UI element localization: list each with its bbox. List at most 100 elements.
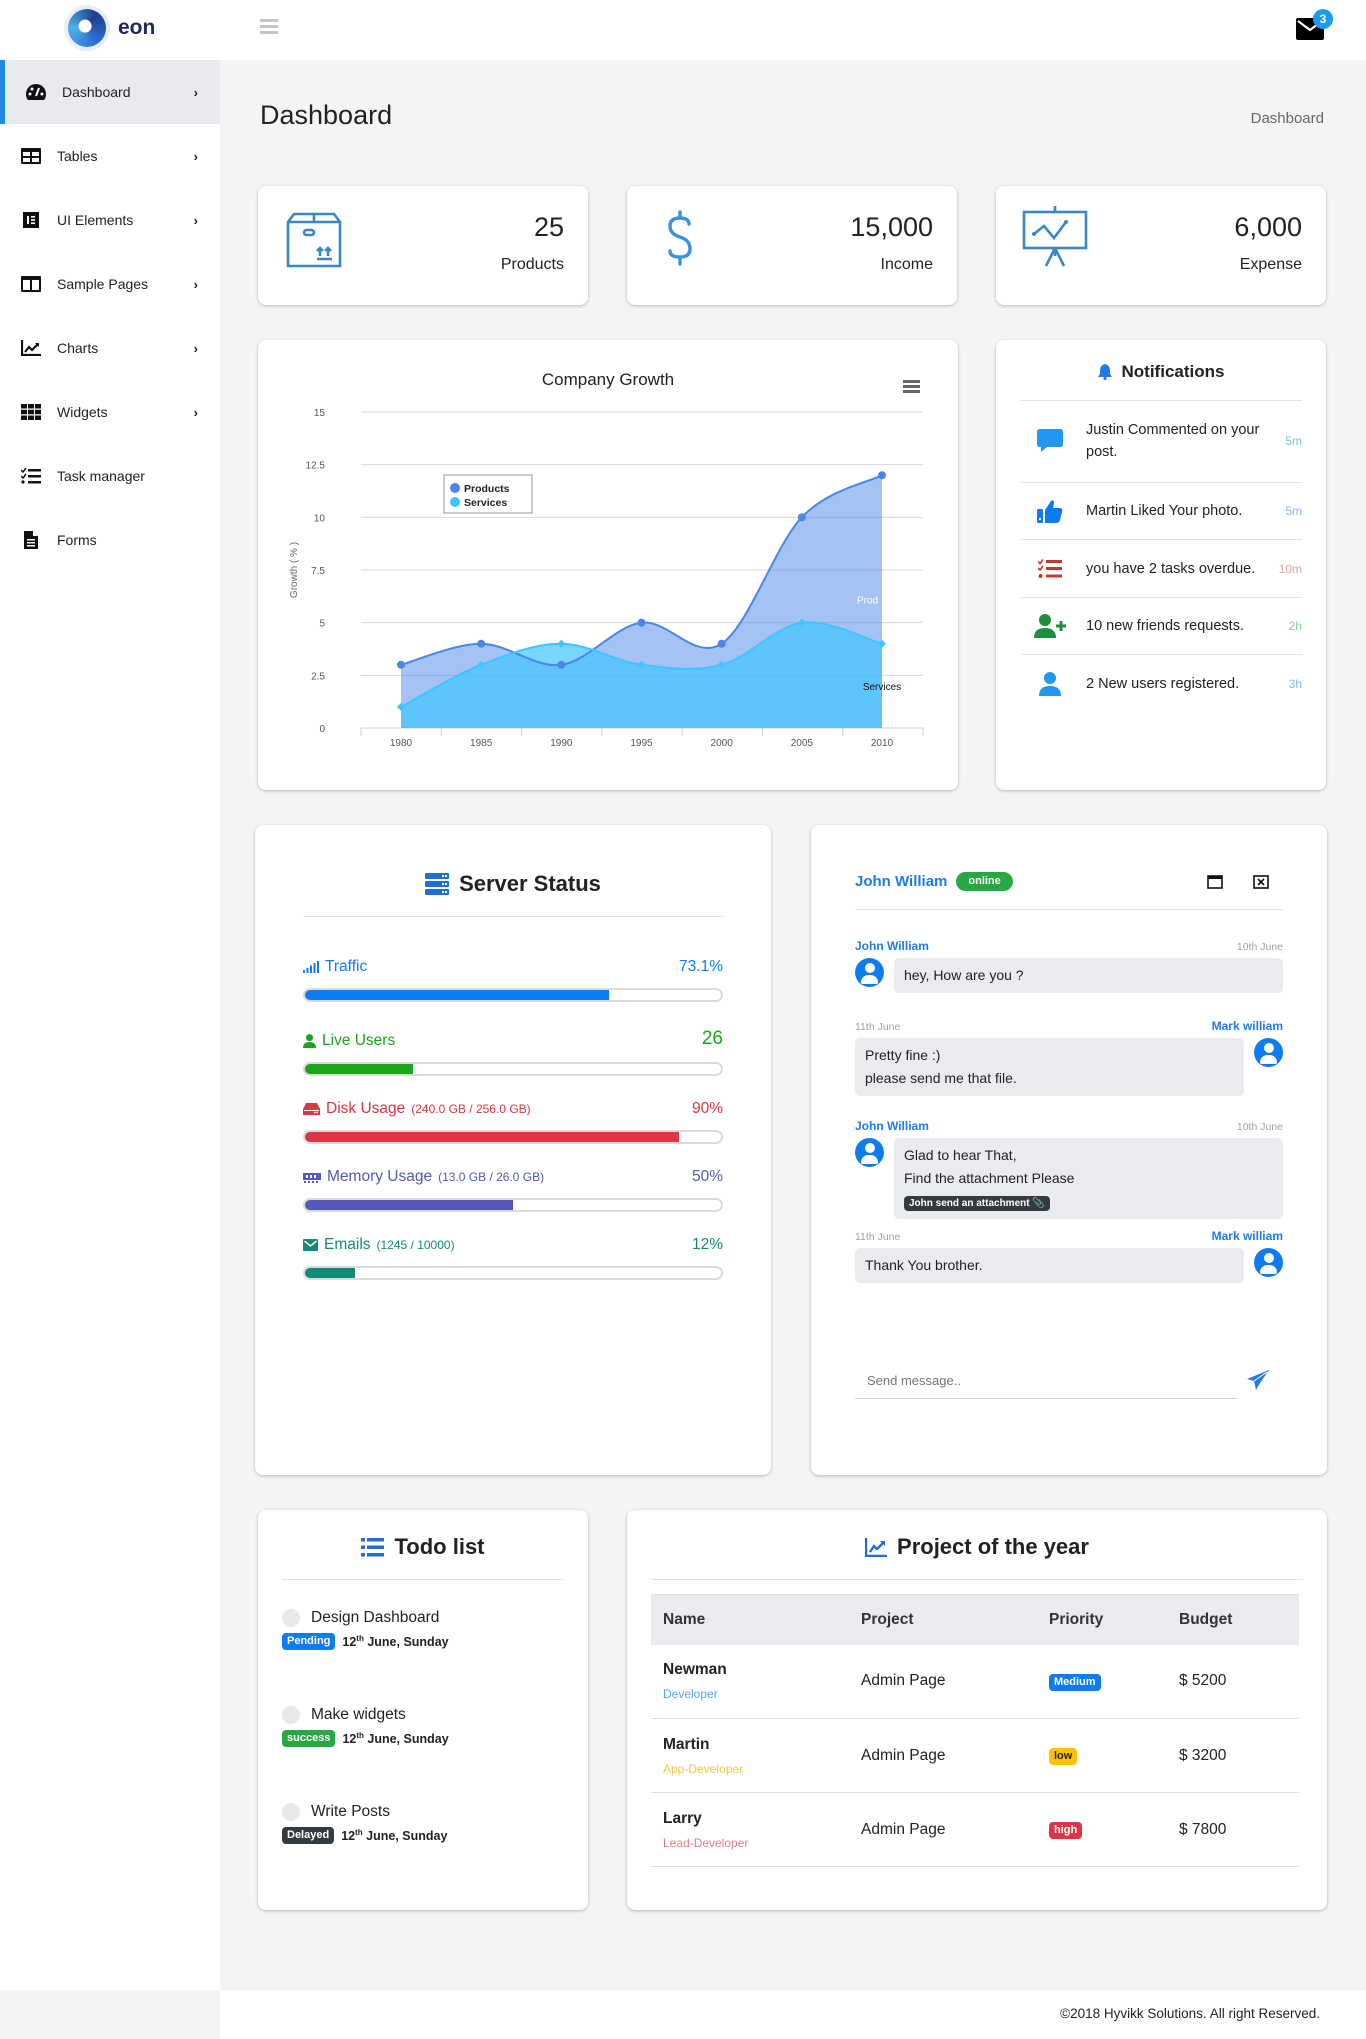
- todo-list-card: Todo list Design Dashboard Pending 12th …: [258, 1510, 588, 1910]
- server-metric: Emails (1245 / 10000) 12%: [303, 1236, 723, 1280]
- columns-icon: [20, 275, 42, 293]
- notification-item[interactable]: Martin Liked Your photo. 5m: [1020, 483, 1302, 540]
- avatar: [855, 1138, 884, 1167]
- divider: [303, 916, 723, 917]
- presentation-chart-icon: [1022, 206, 1088, 273]
- sidebar-item-label: Task manager: [57, 468, 145, 484]
- mail-button[interactable]: 3: [1296, 9, 1333, 45]
- notifications-header: Notifications: [996, 362, 1326, 382]
- person-name: Newman: [663, 1661, 727, 1679]
- project-name: Admin Page: [849, 1792, 1037, 1867]
- table-row[interactable]: Martin App-Developer Admin Page low $ 320…: [651, 1718, 1299, 1793]
- chart-line-icon: [865, 1537, 888, 1557]
- x-tick-label: 1985: [470, 738, 493, 749]
- metric-detail: (1245 / 10000): [376, 1238, 455, 1252]
- progress-bar: [303, 1062, 723, 1076]
- sidebar-item-dashboard[interactable]: Dashboard ›: [0, 60, 220, 124]
- todo-date: 12th June, Sunday: [342, 1633, 449, 1650]
- todo-date: 12th June, Sunday: [341, 1827, 448, 1844]
- chart-menu-button[interactable]: [903, 380, 920, 393]
- dollar-icon: [665, 210, 695, 271]
- user-plus-icon: [1020, 614, 1080, 638]
- send-icon[interactable]: [1247, 1370, 1269, 1390]
- progress-fill: [305, 1064, 414, 1074]
- sidebar-item-widgets[interactable]: Widgets ›: [0, 380, 220, 444]
- sidebar-item-label: Charts: [57, 340, 99, 356]
- notification-time: 10m: [1278, 561, 1302, 576]
- notification-item[interactable]: you have 2 tasks overdue. 10m: [1020, 540, 1302, 598]
- bell-icon: [1097, 364, 1112, 380]
- sidebar-item-tables[interactable]: Tables ›: [0, 124, 220, 188]
- chat-message: John William 10th June hey, How are you …: [855, 939, 1283, 993]
- sidebar-item-label: Forms: [57, 532, 97, 548]
- chevron-right-icon: ›: [193, 404, 198, 420]
- budget-value: $ 5200: [1167, 1644, 1299, 1719]
- stat-label: Expense: [1239, 256, 1302, 273]
- todo-checkbox[interactable]: [282, 1803, 300, 1821]
- chat-message: Mark william 11th June Thank You brother…: [855, 1229, 1283, 1283]
- dashboard-icon: [25, 83, 47, 101]
- server-status-header: Server Status: [255, 871, 771, 897]
- todo-title: Design Dashboard: [311, 1609, 440, 1626]
- sidebar-item-label: Widgets: [57, 404, 108, 420]
- breadcrumb[interactable]: Dashboard: [1250, 110, 1324, 127]
- list-icon: [361, 1537, 385, 1556]
- column-header: Priority: [1037, 1594, 1167, 1645]
- progress-bar: [303, 1130, 723, 1144]
- message-line: Find the attachment Please: [904, 1170, 1075, 1186]
- table-row[interactable]: Newman Developer Admin Page Medium $ 5200: [651, 1644, 1299, 1719]
- x-tick-label: 1995: [630, 738, 653, 749]
- sidebar-toggle-button[interactable]: [260, 19, 278, 34]
- chat-message: John William 10th June Glad to hear That…: [855, 1119, 1283, 1219]
- svg-text:Products: Products: [464, 483, 510, 495]
- divider: [651, 1579, 1303, 1580]
- brand-logo[interactable]: eon: [68, 9, 155, 47]
- chat-message: Mark william 11th June Pretty fine :) ple…: [855, 1019, 1283, 1096]
- table-icon: [20, 147, 42, 165]
- chat-message-input[interactable]: [855, 1363, 1237, 1399]
- todo-title: Write Posts: [311, 1803, 390, 1820]
- sidebar-item-label: Sample Pages: [57, 276, 149, 292]
- notifications-title: Notifications: [1121, 362, 1225, 381]
- table-row[interactable]: Larry Lead-Developer Admin Page high $ 78…: [651, 1792, 1299, 1867]
- box-icon: [286, 212, 342, 273]
- series-area-services: [401, 622, 882, 728]
- area-chart: 0 2.5 5 7.5 10 12.5 15 1980 1985 1990 1995 2000 2005…: [289, 408, 924, 749]
- todo-title: Todo list: [394, 1534, 485, 1559]
- message-sender[interactable]: Mark william: [1211, 1019, 1283, 1033]
- message-date: 11th June: [855, 1231, 901, 1243]
- message-sender[interactable]: Mark william: [1211, 1229, 1283, 1243]
- status-badge: Delayed: [282, 1827, 335, 1844]
- message-sender[interactable]: John William: [855, 1119, 929, 1133]
- metric-detail: (240.0 GB / 256.0 GB): [411, 1102, 531, 1116]
- sidebar-item-sample-pages[interactable]: Sample Pages ›: [0, 252, 220, 316]
- stat-card-expense: 6,000 Expense: [996, 186, 1326, 305]
- maximize-icon[interactable]: [1207, 875, 1223, 889]
- todo-item: Make widgets success 12th June, Sunday: [282, 1706, 449, 1747]
- server-metric: Memory Usage (13.0 GB / 26.0 GB) 50%: [303, 1168, 723, 1212]
- sidebar-item-task-manager[interactable]: Task manager: [0, 444, 220, 508]
- progress-fill: [305, 1268, 355, 1278]
- chat-contact-name[interactable]: John William: [855, 873, 948, 890]
- sidebar-item-label: Tables: [57, 148, 98, 164]
- avatar: [855, 958, 884, 987]
- sidebar-item-charts[interactable]: Charts ›: [0, 316, 220, 380]
- chevron-right-icon: ›: [193, 84, 198, 100]
- notification-item[interactable]: 2 New users registered. 3h: [1020, 655, 1302, 712]
- server-metric: Live Users 26: [303, 1028, 723, 1076]
- message-sender[interactable]: John William: [855, 939, 929, 953]
- metric-value: 73.1%: [679, 958, 723, 975]
- attachment-badge[interactable]: John send an attachment 📎: [904, 1196, 1050, 1211]
- todo-checkbox[interactable]: [282, 1609, 300, 1627]
- file-icon: [20, 531, 42, 549]
- notification-item[interactable]: Justin Commented on your post. 5m: [1020, 400, 1302, 483]
- notification-item[interactable]: 10 new friends requests. 2h: [1020, 598, 1302, 655]
- todo-item: Design Dashboard Pending 12th June, Sund…: [282, 1609, 449, 1650]
- sidebar-item-ui-elements[interactable]: UI Elements ›: [0, 188, 220, 252]
- x-tick-label: 2000: [711, 738, 734, 749]
- todo-checkbox[interactable]: [282, 1706, 300, 1724]
- todo-title: Make widgets: [311, 1706, 406, 1723]
- sidebar-item-forms[interactable]: Forms: [0, 508, 220, 572]
- notification-time: 2h: [1288, 619, 1302, 633]
- close-icon[interactable]: [1253, 875, 1269, 889]
